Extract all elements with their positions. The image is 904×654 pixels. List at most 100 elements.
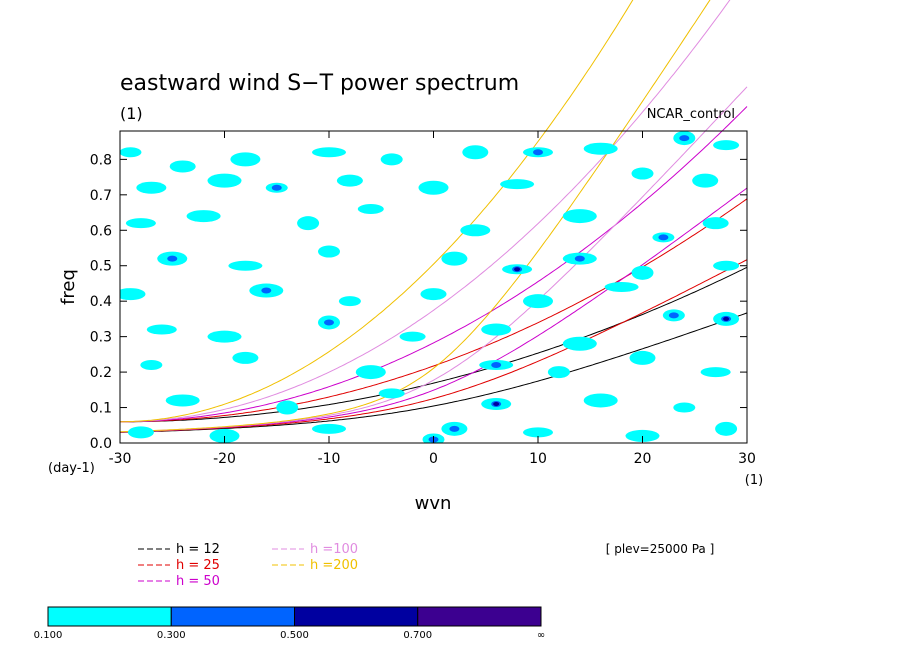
contour-blob <box>169 160 196 173</box>
legend-entry: h = 12 <box>176 542 220 557</box>
y-tick-label: 0.4 <box>90 294 112 310</box>
contour-blob-core <box>491 362 502 368</box>
dispersion-curve <box>119 86 748 433</box>
contour-blob <box>297 216 320 231</box>
contour-blob <box>232 351 259 364</box>
contour-blob <box>629 350 656 365</box>
colorbar-label: 0.100 <box>34 630 63 641</box>
contour-blob <box>441 251 468 266</box>
contour-blob-core <box>533 149 543 156</box>
contour-blob <box>583 142 618 155</box>
contour-blob <box>228 260 263 271</box>
contour-blob <box>462 145 489 160</box>
contour-blob-core <box>271 184 282 191</box>
contour-blob <box>673 402 696 413</box>
level-label: [ plev=25000 Pa ] <box>606 542 715 556</box>
y-axis-unit: (day-1) <box>48 461 95 476</box>
x-tick-label: 20 <box>634 451 652 467</box>
contour-blob <box>312 147 346 158</box>
y-tick-label: 0.2 <box>90 365 112 381</box>
contour-blob <box>380 153 403 166</box>
contour-blob <box>165 394 200 407</box>
contour-blob <box>207 173 242 188</box>
contour-blob-peak <box>514 267 521 272</box>
contour-blob <box>207 330 242 343</box>
contour-blob <box>625 429 660 442</box>
contour-blob <box>631 265 654 280</box>
x-tick-label: -10 <box>318 451 341 467</box>
contour-blob <box>500 179 535 190</box>
contour-blob <box>336 174 363 187</box>
contour-blob <box>120 147 142 158</box>
model-label: NCAR_control <box>647 107 735 122</box>
x-tick-label: -30 <box>109 451 132 467</box>
y-tick-label: 0.8 <box>90 152 112 168</box>
x-tick-label: 10 <box>529 451 547 467</box>
contour-blob-peak <box>493 402 500 406</box>
y-tick-label: 0.1 <box>90 401 112 417</box>
contour-blob <box>702 217 729 230</box>
x-tick-label: 0 <box>429 451 438 467</box>
kelvin-curve <box>120 106 748 423</box>
contour-blob <box>604 282 639 292</box>
x-tick-label: 30 <box>738 451 756 467</box>
colorbar-box <box>417 606 542 627</box>
axes-layer: -30 -20 -10 0 10 20 30 0.0 0.1 0.2 0.3 0.4 0.5 0.6 0.7… <box>90 131 756 467</box>
contour-blob <box>713 140 740 151</box>
dispersion-curve <box>119 312 748 433</box>
y-tick-label: 0.6 <box>90 223 112 239</box>
contour-blob <box>700 367 731 378</box>
kelvin-curve <box>120 0 634 423</box>
contour-blob <box>523 427 553 438</box>
x-axis-label: wvn <box>415 493 452 514</box>
contour-blob <box>399 331 426 342</box>
x-axis-unit: (1) <box>745 473 763 488</box>
contour-blob <box>420 288 447 301</box>
contour-blob-core <box>261 287 272 294</box>
colorbar-label: 0.500 <box>280 630 309 641</box>
kelvin-curve <box>120 0 731 423</box>
kelvin-curve <box>120 266 748 423</box>
contour-blob <box>418 180 449 195</box>
y-tick-label: 0.3 <box>90 330 112 346</box>
contour-blob-core <box>668 312 679 319</box>
contour-blob <box>312 423 346 434</box>
contour-blob <box>562 336 597 351</box>
contour-blob-core <box>679 135 690 142</box>
contour-blob <box>276 400 299 415</box>
legend-entry: h =100 <box>310 542 358 557</box>
y-tick-label: 0.5 <box>90 259 112 275</box>
colorbar-label: 0.300 <box>157 630 186 641</box>
contour-blob <box>146 324 177 335</box>
contour-blob <box>562 209 597 224</box>
colorbar-label: ∞ <box>537 630 545 641</box>
contour-blob <box>583 393 618 408</box>
contour-blob <box>692 173 719 188</box>
contour-blob-core <box>574 255 585 262</box>
x-tick-label: -20 <box>213 451 236 467</box>
legend-entry: h = 25 <box>176 558 220 573</box>
legend-entry: h = 50 <box>176 574 220 589</box>
dispersion-curve <box>119 0 711 433</box>
contour-blob <box>318 245 340 258</box>
colorbar: 0.100 0.300 0.500 0.700 ∞ <box>34 606 545 641</box>
contour-blob-core <box>167 255 178 262</box>
contour-blob <box>136 181 167 194</box>
contour-blob-core <box>658 234 669 241</box>
contour-blob-core <box>324 319 334 326</box>
contour-blob <box>140 360 163 370</box>
contour-blob-peak <box>723 316 730 321</box>
contour-blob <box>547 366 570 379</box>
chart-title: eastward wind S−T power spectrum <box>120 71 519 96</box>
contour-blob <box>713 260 740 271</box>
y-axis-label: freq <box>58 269 79 305</box>
contour-blob <box>120 288 146 301</box>
contour-blob <box>209 428 240 443</box>
contour-blob <box>355 365 386 380</box>
contour-blob <box>230 152 261 167</box>
y-tick-label: 0.7 <box>90 188 112 204</box>
contour-blob-core <box>449 425 460 432</box>
contour-blob <box>125 218 156 229</box>
